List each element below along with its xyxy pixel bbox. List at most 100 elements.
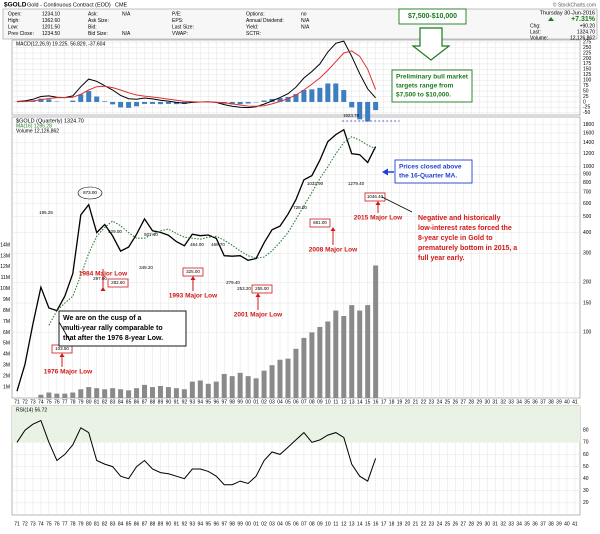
- volume-bar: [157, 385, 163, 398]
- macd-histogram-bar: [325, 83, 331, 102]
- volume-bar: [301, 337, 307, 398]
- x-tick-label: 33: [508, 399, 514, 405]
- note-text: $7,500-$10,000: [408, 13, 457, 20]
- macd-histogram-bar: [110, 101, 116, 105]
- macd-histogram-bar: [142, 101, 148, 104]
- up-arrow: [548, 17, 554, 21]
- major-low-label: 1984 Major Low: [79, 271, 128, 278]
- x-tick-label: 91: [174, 521, 180, 527]
- field-label: VWAP:: [172, 31, 188, 37]
- y-tick-label: 25: [583, 94, 589, 100]
- y-tick-label: 400: [583, 230, 592, 236]
- note-text: low-interest rates forced the: [418, 225, 512, 232]
- field-label: Options:: [246, 11, 265, 17]
- y-tick-label: 275: [583, 40, 592, 46]
- x-tick-label: 34: [516, 521, 522, 527]
- note-text: prematurely bottom in 2015, a: [418, 245, 517, 252]
- macd-histogram-bar: [38, 98, 44, 102]
- y-tick-label: 60: [583, 452, 589, 458]
- y-tick-label: 13M: [0, 253, 10, 259]
- x-tick-label: 13: [349, 521, 355, 527]
- macd-histogram-bar: [341, 90, 347, 102]
- volume-bar: [94, 388, 100, 398]
- x-tick-label: 04: [277, 521, 283, 527]
- price-label-box: [251, 284, 273, 294]
- price-label: 195.25: [39, 210, 53, 215]
- volume-bar: [118, 389, 124, 398]
- x-tick-label: 81: [94, 521, 100, 527]
- x-tick-label: 36: [532, 399, 538, 405]
- x-tick-label: 38: [548, 521, 554, 527]
- y-tick-label: 5M: [3, 341, 10, 347]
- note-text: multi-year rally comparable to: [63, 325, 163, 332]
- note-text: We are on the cusp of a: [63, 315, 142, 322]
- volume-bar: [349, 305, 355, 398]
- y-tick-label: 300: [583, 251, 592, 257]
- volume-bar: [261, 370, 267, 398]
- x-tick-label: 11: [333, 521, 338, 527]
- x-tick-label: 40: [564, 521, 570, 527]
- macd-histogram-bar: [86, 91, 92, 102]
- y-tick-label: 75: [583, 83, 589, 89]
- volume-bar: [269, 365, 275, 398]
- arrow-head: [100, 287, 106, 291]
- macd-histogram-bar: [309, 89, 315, 102]
- price-label: 1279.40: [348, 181, 365, 186]
- note-text: $7,500 to $10,000.: [396, 92, 451, 99]
- price-line: [16, 128, 377, 392]
- y-tick-label: 8M: [3, 308, 10, 314]
- volume-bar: [293, 348, 299, 398]
- arrow-head: [375, 201, 381, 205]
- x-tick-label: 15: [365, 521, 371, 527]
- macd-histogram-bar: [349, 101, 355, 108]
- x-tick-label: 39: [556, 399, 562, 405]
- x-tick-label: 09: [317, 521, 323, 527]
- x-tick-label: 78: [70, 521, 76, 527]
- y-tick-label: 3M: [3, 363, 10, 369]
- macd-histogram-bar: [365, 101, 371, 122]
- arrow-head: [59, 353, 65, 357]
- y-tick-label: 100: [583, 78, 592, 84]
- x-tick-label: 22: [421, 521, 427, 527]
- x-tick-label: 96: [213, 521, 219, 527]
- price-label: 1923.70: [343, 113, 360, 118]
- copyright: © StockCharts.com: [553, 1, 596, 8]
- field-label: Annual Dividend:: [246, 18, 284, 24]
- x-tick-label: 27: [461, 521, 467, 527]
- macd-histogram-bar: [285, 96, 291, 102]
- x-tick-label: 93: [190, 399, 196, 405]
- y-tick-label: 11M: [1, 275, 10, 281]
- y-tick-label: 600: [583, 201, 592, 207]
- x-tick-label: 98: [229, 521, 235, 527]
- field-value: +90.20: [580, 23, 596, 29]
- y-tick-label: 1M: [3, 384, 10, 390]
- field-value: 1234.50: [42, 31, 60, 37]
- x-tick-label: 01: [253, 521, 259, 527]
- x-tick-label: 06: [293, 399, 299, 405]
- x-tick-label: 26: [453, 521, 459, 527]
- major-low-label: 1993 Major Low: [169, 293, 218, 300]
- macd-histogram-bar: [165, 101, 171, 104]
- x-tick-label: 12: [341, 399, 347, 405]
- field-label: EPS:: [172, 18, 183, 24]
- note-text: the 16-Quarter MA.: [399, 173, 457, 180]
- arrow-head: [330, 227, 336, 231]
- note-text: full year early.: [418, 255, 465, 262]
- x-tick-label: 95: [205, 399, 211, 405]
- volume-bar: [181, 389, 187, 398]
- x-tick-label: 35: [524, 521, 530, 527]
- x-tick-label: 89: [158, 399, 164, 405]
- note-arrow: [381, 196, 413, 213]
- x-tick-label: 77: [62, 399, 68, 405]
- x-tick-label: 17: [381, 399, 387, 405]
- y-tick-label: 0: [583, 99, 586, 105]
- x-tick-label: 90: [166, 399, 172, 405]
- x-tick-label: 41: [572, 399, 578, 405]
- y-tick-label: 200: [583, 280, 592, 286]
- x-tick-label: 31: [492, 521, 498, 527]
- x-tick-label: 28: [469, 399, 475, 405]
- x-tick-label: 05: [285, 399, 291, 405]
- x-tick-label: 96: [213, 399, 219, 405]
- y-tick-label: 7M: [3, 319, 10, 325]
- y-tick-label: -50: [583, 110, 590, 116]
